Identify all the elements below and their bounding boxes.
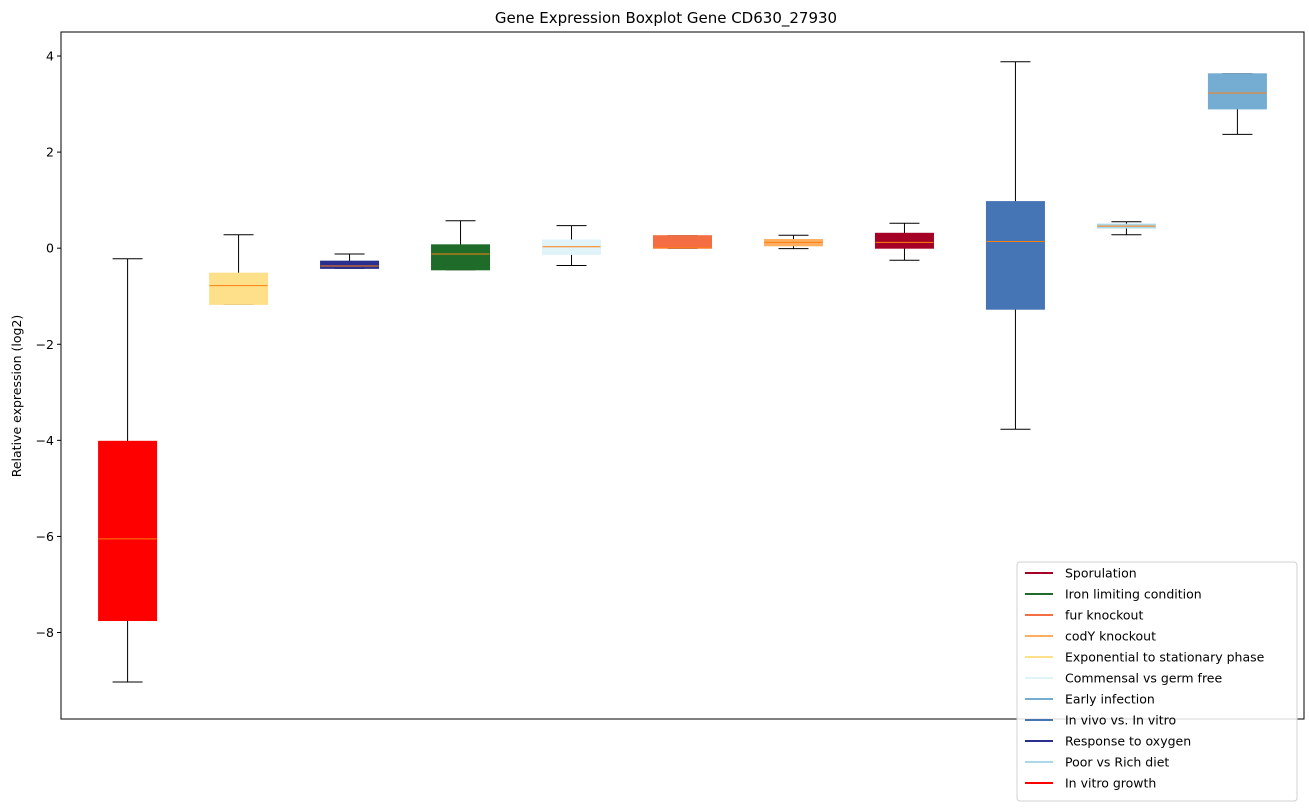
legend-label: Sporulation <box>1065 566 1137 581</box>
legend-label: Iron limiting condition <box>1065 587 1202 602</box>
y-tick-label: 4 <box>46 49 54 64</box>
box-body <box>985 201 1045 310</box>
box-3 <box>320 253 380 269</box>
box-body <box>320 260 380 269</box>
box-body <box>431 244 491 271</box>
legend-box <box>1016 561 1298 802</box>
plot-frame <box>60 31 1305 720</box>
legend-label: In vitro growth <box>1065 776 1156 791</box>
legend-label: In vivo vs. In vitro <box>1065 713 1176 728</box>
box-body <box>874 232 934 249</box>
box-9 <box>985 61 1045 430</box>
box-10 <box>1096 221 1156 236</box>
y-tick-label: −4 <box>36 433 54 448</box>
y-tick-label: −2 <box>36 337 54 352</box>
box-body <box>653 235 712 249</box>
chart-title: Gene Expression Boxplot Gene CD630_27930 <box>495 9 837 28</box>
box-8 <box>874 222 934 261</box>
box-4 <box>431 220 491 271</box>
box-7 <box>763 234 823 250</box>
y-tick-label: −8 <box>36 625 54 640</box>
legend-label: Response to oxygen <box>1065 734 1191 749</box>
legend-label: codY knockout <box>1065 629 1156 644</box>
legend-label: Poor vs Rich diet <box>1065 755 1169 770</box>
box-11 <box>1207 73 1267 135</box>
legend: Sporulation Iron limiting condition fur kn… <box>1016 561 1298 802</box>
legend-label: fur knockout <box>1065 608 1143 623</box>
box-2 <box>209 234 269 305</box>
box-body <box>209 272 269 305</box>
legend-label: Early infection <box>1065 692 1155 707</box>
box-6 <box>653 235 712 249</box>
box-1 <box>98 258 158 683</box>
y-tick-label: −6 <box>36 529 54 544</box>
boxes-layer <box>98 61 1267 683</box>
box-body <box>1207 73 1267 110</box>
legend-label: Exponential to stationary phase <box>1065 650 1265 665</box>
legend-label: Commensal vs germ free <box>1065 671 1222 686</box>
y-axis-ticks: −8 −6 −4 −2 0 2 4 <box>36 49 61 640</box>
box-5 <box>542 225 602 266</box>
box-body <box>98 440 158 622</box>
y-axis-label: Relative expression (log2) <box>9 315 24 478</box>
y-tick-label: 2 <box>46 145 54 160</box>
y-tick-label: 0 <box>46 241 54 256</box>
